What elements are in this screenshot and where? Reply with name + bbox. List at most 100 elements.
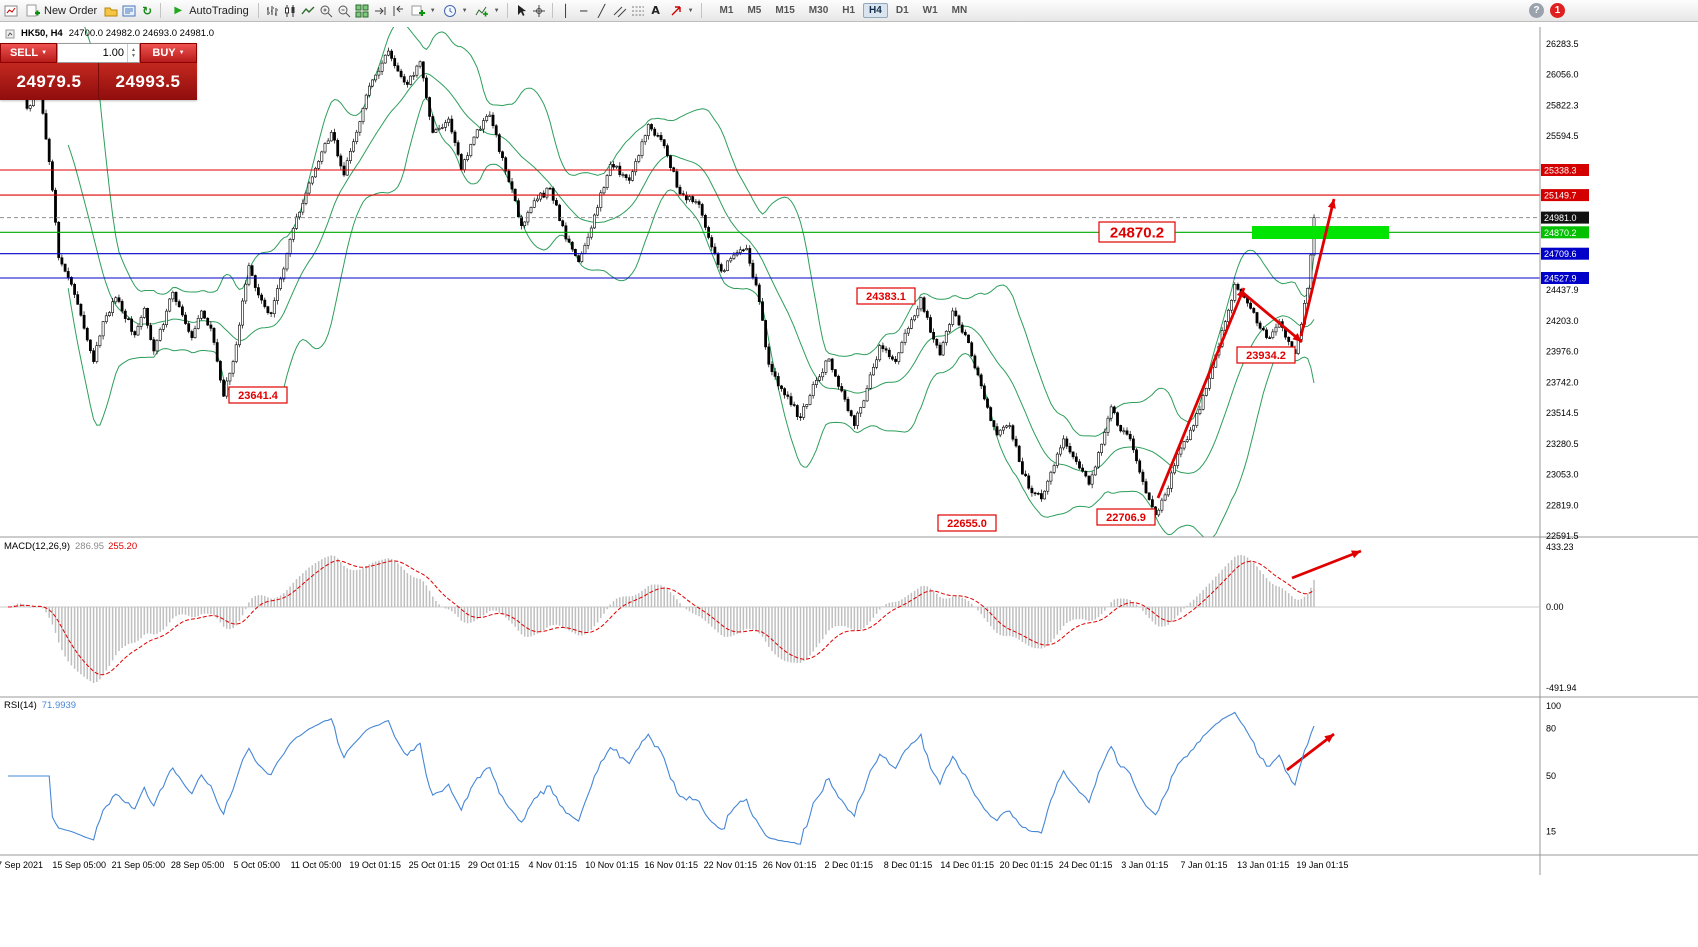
- market-watch-icon[interactable]: [121, 3, 137, 19]
- fibonacci-tool-icon[interactable]: [630, 3, 646, 19]
- volume-input[interactable]: 1.00 ▲ ▼: [57, 43, 140, 63]
- timeframe-d1[interactable]: D1: [895, 5, 909, 16]
- annotation-box[interactable]: [228, 386, 288, 404]
- timeframe-m30[interactable]: M30: [808, 5, 829, 16]
- timeframe-m15[interactable]: M15: [775, 5, 795, 16]
- sell-button[interactable]: SELL ▼: [0, 43, 57, 63]
- macd-axis-tick: -491.94: [1546, 683, 1577, 693]
- toolbar-right-group: ? 1: [1529, 3, 1565, 18]
- zoom-out-icon[interactable]: [336, 3, 352, 19]
- macd-axis-tick: 0.00: [1546, 602, 1564, 612]
- timeframe-w1[interactable]: W1: [922, 5, 938, 16]
- time-axis[interactable]: 7 Sep 2021 15 Sep 05:00 21 Sep 05:00 28 Sep…: [0, 860, 1348, 870]
- crosshair-icon[interactable]: [531, 3, 547, 19]
- annotation-box[interactable]: [1098, 221, 1176, 243]
- periods-button[interactable]: ▼: [440, 2, 470, 20]
- time-label: 11 Oct 05:00: [291, 860, 342, 870]
- price-tick: 23514.5: [1546, 408, 1579, 418]
- timeframe-h4[interactable]: H4: [863, 3, 888, 18]
- trendline-tool-icon[interactable]: ╱: [597, 3, 606, 18]
- time-label: 20 Dec 01:15: [1000, 860, 1054, 870]
- time-label: 15 Sep 05:00: [52, 860, 106, 870]
- horizontal-line-tool-icon[interactable]: ─: [579, 3, 588, 18]
- trend-arrow-head: [1292, 333, 1302, 342]
- tile-windows-icon[interactable]: [354, 3, 370, 19]
- price-axis[interactable]: 26283.5 26056.0 25822.3 25594.5 24437.9 24203…: [1541, 39, 1589, 836]
- timeframe-group: M1 M5 M15 M30 H1 H4 D1 W1 MN: [713, 3, 975, 18]
- bar-chart-icon[interactable]: [264, 3, 280, 19]
- trend-arrow[interactable]: [1299, 198, 1336, 337]
- time-label: 13 Jan 01:15: [1237, 860, 1289, 870]
- indicators-button[interactable]: ▼: [472, 2, 502, 20]
- trend-arrow[interactable]: [1156, 287, 1246, 499]
- help-icon[interactable]: ?: [1529, 3, 1544, 18]
- bollinger-bands: [67, 27, 1315, 537]
- autotrading-play-icon: ▶: [174, 4, 183, 16]
- volume-spinner[interactable]: ▲ ▼: [127, 44, 139, 62]
- time-label: 19 Oct 01:15: [349, 860, 401, 870]
- new-chart-button[interactable]: ▼: [408, 2, 438, 20]
- timeframe-mn[interactable]: MN: [951, 5, 968, 16]
- channel-tool-icon[interactable]: [612, 3, 628, 19]
- price-tick: 25594.5: [1546, 131, 1579, 141]
- price-label-box: [1541, 226, 1589, 239]
- arrow-shape-icon: [668, 3, 684, 19]
- spinner-down-icon[interactable]: ▼: [131, 53, 136, 59]
- zoom-in-icon[interactable]: [318, 3, 334, 19]
- arrows-tool-button[interactable]: ▼: [666, 2, 696, 20]
- trend-arrow[interactable]: [1291, 549, 1362, 580]
- chart-shift-icon[interactable]: [390, 3, 406, 19]
- trend-arrow[interactable]: [1241, 290, 1303, 344]
- time-label: 8 Dec 01:15: [884, 860, 933, 870]
- annotation-box[interactable]: [1236, 346, 1296, 364]
- time-label: 26 Nov 01:15: [763, 860, 817, 870]
- price-label-text: 25149.7: [1544, 191, 1577, 201]
- profiles-icon[interactable]: [103, 3, 119, 19]
- price-tick: 26283.5: [1546, 39, 1579, 49]
- trade-panel-prices: 24979.5 24993.5: [0, 63, 197, 100]
- toolbar-separator: [551, 3, 553, 18]
- macd-label: MACD(12,26,9) 286.95 255.20: [4, 541, 137, 552]
- time-label: 10 Nov 01:15: [585, 860, 639, 870]
- annotation-box[interactable]: [937, 514, 997, 532]
- auto-scroll-icon[interactable]: [372, 3, 388, 19]
- line-chart-icon[interactable]: [300, 3, 316, 19]
- symbol-bar: HK50, H4 24700.0 24982.0 24693.0 24981.0: [5, 28, 214, 39]
- price-tick: 23976.0: [1546, 347, 1579, 357]
- buy-button-label: BUY: [152, 47, 176, 59]
- dropdown-caret-icon: ▼: [178, 50, 185, 56]
- macd-panel: [0, 554, 1540, 683]
- rsi-axis-tick: 100: [1546, 701, 1561, 711]
- trend-arrow[interactable]: [1286, 732, 1335, 772]
- candlestick-icon[interactable]: [282, 3, 298, 19]
- rsi-panel: [8, 711, 1315, 845]
- buy-button[interactable]: BUY ▼: [140, 43, 197, 63]
- spinner-up-icon[interactable]: ▲: [131, 47, 136, 53]
- timeframe-m1[interactable]: M1: [719, 5, 734, 16]
- cursor-icon[interactable]: [513, 3, 529, 19]
- text-tool-icon[interactable]: A: [651, 3, 660, 17]
- timeframe-h1[interactable]: H1: [842, 5, 856, 16]
- time-label: 22 Nov 01:15: [704, 860, 758, 870]
- dropdown-caret-icon: ▼: [429, 7, 436, 14]
- chart-window-icon[interactable]: [3, 3, 19, 19]
- sell-price-button[interactable]: 24979.5: [0, 63, 98, 100]
- time-label: 25 Oct 01:15: [409, 860, 461, 870]
- clock-icon: [442, 3, 458, 19]
- bollinger-upper-line: [84, 27, 1315, 437]
- vertical-line-tool-icon[interactable]: │: [561, 3, 570, 18]
- new-order-button[interactable]: New Order: [21, 2, 101, 20]
- notification-badge[interactable]: 1: [1550, 3, 1565, 18]
- price-label-box: [1541, 272, 1589, 284]
- annotation-box[interactable]: [856, 287, 916, 305]
- timeframe-m5[interactable]: M5: [747, 5, 762, 16]
- refresh-icon[interactable]: ↻: [142, 3, 153, 18]
- autotrading-button[interactable]: ▶ AutoTrading: [166, 2, 253, 20]
- annotation-box[interactable]: [1096, 508, 1156, 526]
- buy-price-button[interactable]: 24993.5: [99, 63, 197, 100]
- time-label: 14 Dec 01:15: [940, 860, 994, 870]
- new-order-label: New Order: [44, 4, 98, 17]
- macd-axis-tick: 433.23: [1546, 542, 1574, 552]
- highlight-zone[interactable]: [1252, 226, 1389, 239]
